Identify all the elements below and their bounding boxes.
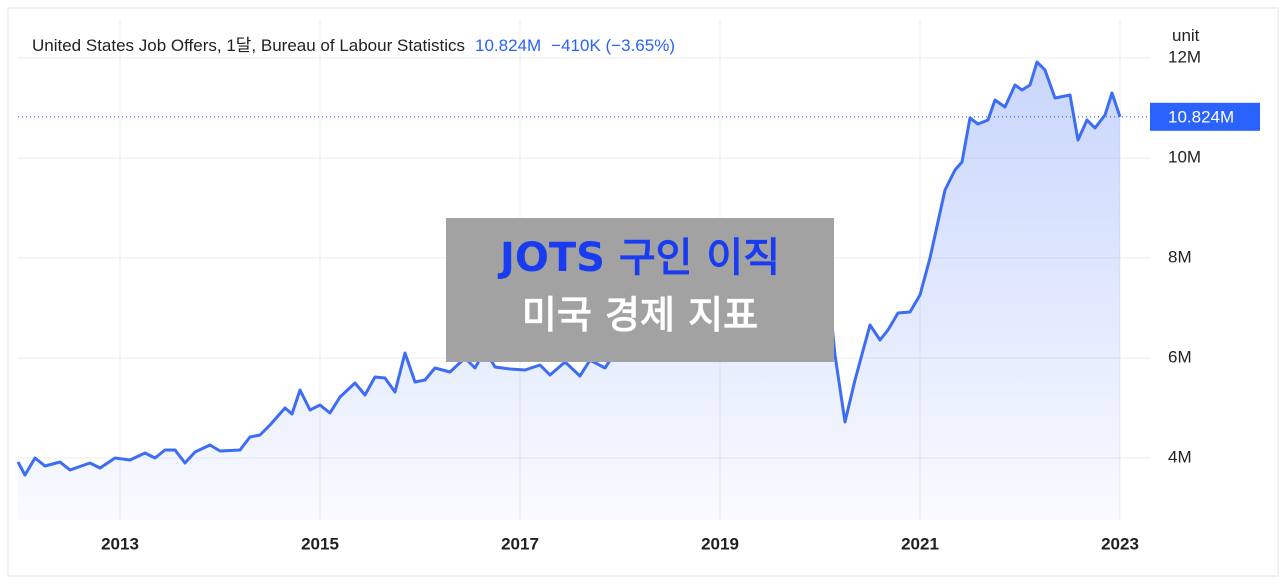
- line: [16, 60, 1122, 477]
- frame: [7, 7, 1279, 577]
- title: United States Job Offers, 1달, Bureau of …: [32, 36, 465, 55]
- current-value-box: [1150, 102, 1260, 131]
- x-tick-label: 2021: [901, 534, 939, 553]
- overlay: JOTS 구인 이직 미국 경제 지표: [446, 218, 834, 362]
- x-tick-label: 2015: [301, 534, 339, 553]
- x-tick-label: 2019: [701, 534, 739, 553]
- y-tick-label: 10M: [1168, 147, 1201, 166]
- x-tick-label: 2013: [101, 534, 139, 553]
- x-tick-label: 2017: [501, 534, 539, 553]
- y-tick-label: 4M: [1168, 447, 1192, 466]
- y-tick-label: 6M: [1168, 347, 1192, 366]
- header-value: 10.824M: [475, 36, 542, 55]
- unit-label: unit: [1168, 26, 1204, 46]
- header-change: −410K (−3.65%): [551, 36, 675, 55]
- overlay-line1: JOTS 구인 이직: [499, 235, 781, 281]
- header: United States Job Offers, 1달, Bureau of …: [32, 31, 675, 56]
- y-tick-label: 8M: [1168, 247, 1192, 266]
- x-tick-label: 2023: [1101, 534, 1139, 553]
- area: [18, 62, 1120, 520]
- overlay-line2: 미국 경제 지표: [521, 293, 759, 337]
- current-value-label: 10.824M: [1168, 107, 1234, 126]
- y-tick-label: 12M: [1168, 47, 1201, 66]
